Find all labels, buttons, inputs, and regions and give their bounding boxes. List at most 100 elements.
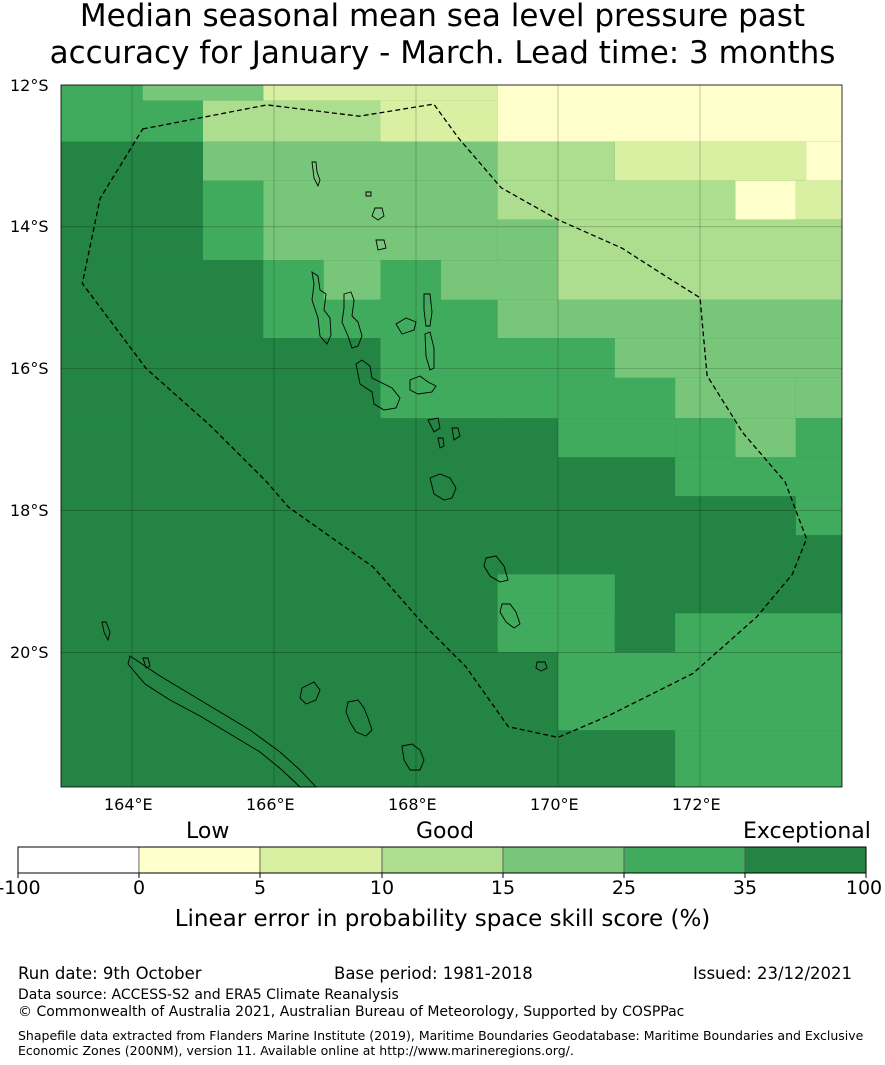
skill-cell — [497, 180, 558, 220]
colorbar-category-good: Good — [416, 819, 474, 844]
island-outline — [424, 331, 435, 371]
colorbar-axis-label: Linear error in probability space skill … — [174, 906, 711, 932]
colorbar-category-low: Low — [186, 819, 230, 844]
skill-cell — [497, 613, 615, 653]
skill-cell — [497, 377, 676, 419]
skill-cell — [203, 180, 264, 261]
skill-cell — [558, 418, 676, 458]
skill-cell — [795, 418, 842, 458]
skill-cell — [61, 338, 381, 419]
island-outline — [535, 661, 548, 672]
colorbar-tick: 5 — [253, 877, 267, 899]
map-frame — [60, 84, 843, 788]
skill-cell — [142, 85, 264, 101]
chart-title-line-1: Median seasonal mean sea level pressure … — [79, 0, 806, 34]
skill-cell — [614, 613, 676, 653]
skill-cell — [558, 219, 842, 261]
lat-label-20s: 20°S — [10, 643, 49, 662]
lat-label-16s: 16°S — [10, 359, 49, 378]
skill-cell — [61, 85, 143, 142]
skill-cell — [675, 418, 736, 458]
colorbar-swatch — [381, 846, 504, 874]
skill-cell — [675, 613, 842, 653]
lon-label-164e: 164°E — [104, 795, 153, 814]
island-outline — [355, 359, 401, 411]
skill-cell — [263, 85, 381, 101]
skill-cell — [497, 418, 558, 458]
lon-label-170e: 170°E — [530, 795, 579, 814]
skill-cell — [380, 260, 441, 300]
skill-grid-cells — [61, 85, 842, 787]
skill-cell — [323, 299, 498, 339]
skill-cell — [380, 377, 498, 419]
skill-cell — [380, 141, 498, 181]
colorbar-tick: 0 — [132, 877, 146, 899]
colorbar-swatch — [17, 846, 140, 874]
skill-cell — [558, 496, 796, 536]
skill-cell — [440, 260, 558, 300]
island-outline — [142, 657, 151, 669]
island-outline — [429, 473, 457, 501]
colorbar-frame — [17, 846, 867, 874]
skill-cell — [380, 338, 615, 378]
skill-cell — [203, 100, 381, 142]
colorbar-swatch — [744, 846, 867, 874]
skill-cell — [675, 457, 842, 497]
skill-cell — [61, 141, 203, 261]
chart-title-line-2: accuracy for January - March. Lead time:… — [49, 35, 836, 71]
shapefile-credit-line-1: Shapefile data extracted from Flanders M… — [18, 1028, 864, 1043]
colorbar — [17, 846, 867, 878]
skill-cell — [203, 141, 381, 181]
skill-cell — [795, 180, 842, 220]
island-outline — [375, 239, 387, 251]
skill-cell — [380, 85, 498, 101]
island-outline — [483, 555, 509, 583]
skill-cell — [795, 377, 842, 419]
colorbar-tick: 15 — [490, 877, 516, 899]
skill-cell — [735, 260, 842, 300]
colorbar-tick: 10 — [369, 877, 395, 899]
eez-boundary-line — [81, 103, 808, 739]
skill-cell — [497, 299, 842, 339]
colorbar-swatch — [623, 846, 746, 874]
colorbar-tick: 35 — [732, 877, 758, 899]
base-period: Base period: 1981-2018 — [334, 964, 533, 983]
skill-cell — [558, 574, 615, 614]
skill-cell — [263, 260, 324, 339]
skill-cell — [735, 180, 796, 220]
run-date: Run date: 9th October — [18, 964, 202, 983]
skill-cell — [614, 338, 842, 378]
colorbar-tick: 100 — [845, 877, 883, 899]
skill-cell — [675, 730, 842, 787]
skill-cell — [735, 141, 807, 181]
skill-cell — [558, 730, 676, 787]
skill-cell — [558, 457, 676, 497]
skill-cell — [497, 85, 842, 142]
graticule — [61, 84, 842, 787]
data-source: Data source: ACCESS-S2 and ERA5 Climate … — [18, 987, 399, 1003]
island-outline — [311, 161, 321, 188]
issued-date: Issued: 23/12/2021 — [693, 964, 853, 983]
skill-cell — [806, 141, 842, 181]
shapefile-credit-line-2: Economic Zones (200NM), version 11. Avai… — [18, 1043, 574, 1058]
lat-label-14s: 14°S — [10, 217, 49, 236]
island-outline — [365, 191, 372, 197]
skill-cell — [497, 574, 558, 614]
skill-cell — [263, 180, 498, 261]
skill-cell — [497, 141, 615, 181]
colorbar-category-exceptional: Exceptional — [743, 819, 871, 844]
colorbar-swatch — [138, 846, 261, 874]
lat-label-18s: 18°S — [10, 501, 49, 520]
skill-cell — [61, 418, 498, 787]
lat-label-12s: 12°S — [10, 76, 49, 95]
island-outline — [423, 293, 433, 327]
island-outline — [427, 417, 441, 433]
colorbar-tick: 25 — [611, 877, 637, 899]
skill-cell — [558, 260, 736, 300]
copyright-notice: © Commonwealth of Australia 2021, Austra… — [18, 1004, 685, 1020]
skill-cell — [61, 260, 264, 339]
skill-cell — [497, 219, 558, 261]
skill-cell — [380, 100, 498, 142]
island-outline — [499, 603, 521, 629]
